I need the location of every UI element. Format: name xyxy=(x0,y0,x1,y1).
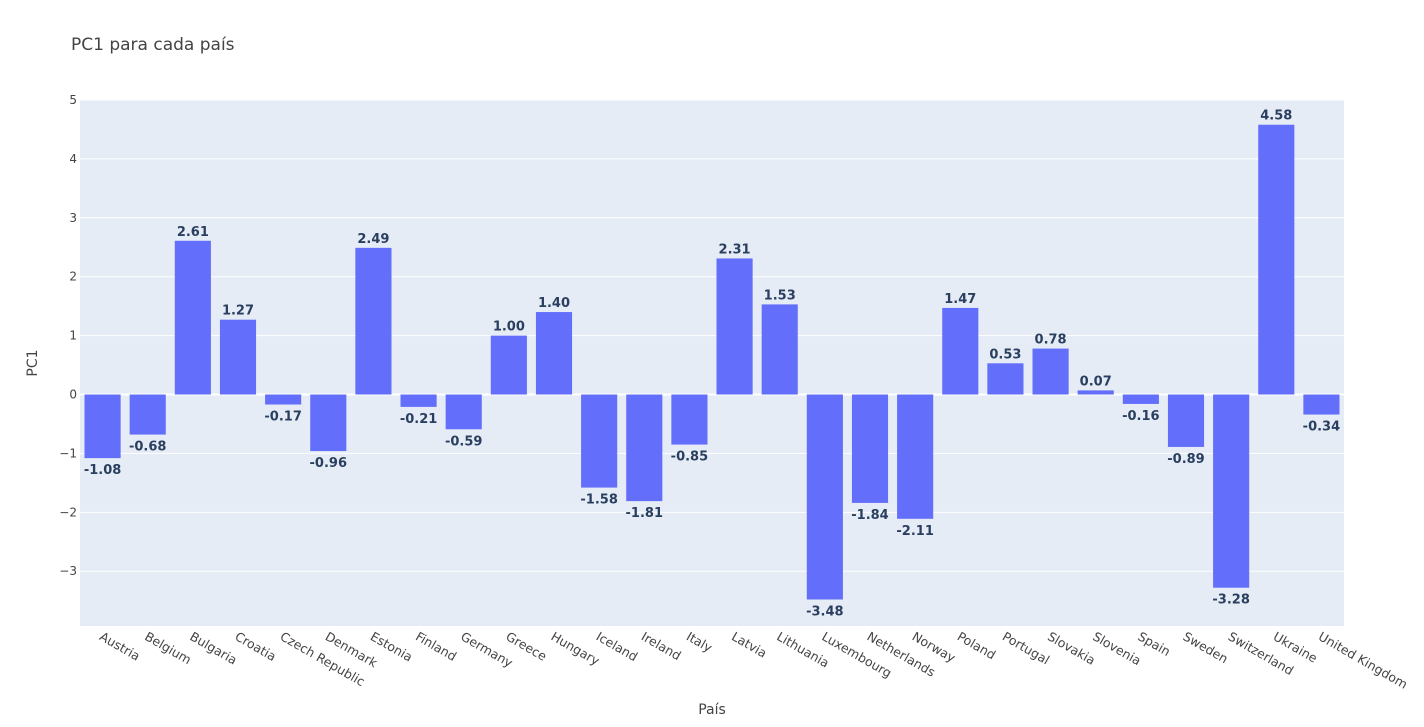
data-label: 1.53 xyxy=(764,288,796,303)
x-tick-label: Slovenia xyxy=(1090,629,1144,669)
data-label: 0.53 xyxy=(989,347,1021,362)
x-tick-label: Latvia xyxy=(729,629,769,661)
chart-title: PC1 para cada país xyxy=(71,35,235,55)
data-label: -0.59 xyxy=(445,434,482,449)
x-tick-label: Ireland xyxy=(639,629,684,664)
bar[interactable] xyxy=(84,394,121,459)
bar[interactable] xyxy=(535,312,573,395)
bar[interactable] xyxy=(897,394,934,519)
bar[interactable] xyxy=(310,394,347,452)
bar[interactable] xyxy=(761,304,798,395)
data-label: 0.78 xyxy=(1035,333,1067,348)
x-tick-label: Portugal xyxy=(1000,629,1052,668)
data-label: 1.47 xyxy=(944,292,976,307)
x-tick-label: Poland xyxy=(955,629,999,663)
bar[interactable] xyxy=(265,394,302,405)
x-tick-label: Italy xyxy=(684,629,716,656)
data-label: 1.00 xyxy=(493,320,525,335)
data-label: -0.89 xyxy=(1167,452,1204,467)
bar[interactable] xyxy=(626,394,663,502)
x-tick-label: Bulgaria xyxy=(187,629,239,668)
bar[interactable] xyxy=(1077,390,1114,395)
x-tick-label: Austria xyxy=(97,629,143,664)
x-tick-label: Finland xyxy=(413,629,459,664)
bar[interactable] xyxy=(445,394,482,430)
bars xyxy=(84,124,1340,600)
x-tick-label: Sweden xyxy=(1181,629,1231,667)
bar[interactable] xyxy=(671,394,708,445)
data-labels: -1.08 -0.68 2.61 1.27 -0.17 -0.96 2.49 -0.21 -0.… xyxy=(84,109,1340,620)
data-label: 4.58 xyxy=(1260,109,1292,124)
y-axis-label: PC1 xyxy=(25,349,41,376)
data-label: -2.11 xyxy=(896,524,933,539)
data-label: -0.85 xyxy=(671,450,708,465)
data-label: 2.61 xyxy=(177,225,209,240)
bar[interactable] xyxy=(806,394,843,600)
y-tick-label: 4 xyxy=(69,152,77,166)
y-tick-label: 0 xyxy=(69,388,77,402)
data-label: -0.16 xyxy=(1122,409,1159,424)
bar[interactable] xyxy=(987,363,1024,395)
data-label: -1.84 xyxy=(851,508,888,523)
x-tick-label: Slovakia xyxy=(1045,629,1098,668)
data-label: 1.27 xyxy=(222,304,254,319)
x-tick-label: United Kingdom xyxy=(1316,629,1410,692)
data-label: -0.21 xyxy=(400,412,437,427)
data-label: 2.49 xyxy=(357,232,389,247)
y-axis-ticks: 5 4 3 2 1 0 −1 −2 −3 xyxy=(59,93,77,578)
bar[interactable] xyxy=(1167,394,1205,447)
y-tick-label: 2 xyxy=(69,270,77,284)
x-tick-label: Belgium xyxy=(142,629,194,668)
data-label: -1.81 xyxy=(626,506,663,521)
data-label: 0.07 xyxy=(1080,374,1112,389)
y-tick-label: 1 xyxy=(69,329,77,343)
data-label: -1.58 xyxy=(580,493,617,508)
data-label: -0.34 xyxy=(1303,420,1340,435)
data-label: -0.17 xyxy=(264,410,301,425)
y-tick-label: −2 xyxy=(59,505,77,519)
data-label: -0.96 xyxy=(310,456,347,471)
bar[interactable] xyxy=(174,240,211,395)
bar[interactable] xyxy=(1303,394,1340,415)
y-tick-label: −1 xyxy=(59,446,77,460)
bar[interactable] xyxy=(490,335,527,395)
data-label: -1.08 xyxy=(84,463,121,478)
data-label: 2.31 xyxy=(719,242,751,257)
x-tick-label: Iceland xyxy=(594,629,641,665)
bar[interactable] xyxy=(1122,394,1159,404)
bar[interactable] xyxy=(400,394,437,407)
data-label: -0.68 xyxy=(129,440,166,455)
bar[interactable] xyxy=(1258,124,1295,395)
data-label: -3.48 xyxy=(806,604,843,619)
y-tick-label: 3 xyxy=(69,211,77,225)
x-tick-label: Croatia xyxy=(233,629,279,664)
bar[interactable] xyxy=(219,319,257,395)
bar[interactable] xyxy=(851,394,889,503)
bar[interactable] xyxy=(716,258,753,395)
data-label: -3.28 xyxy=(1212,593,1249,608)
bar[interactable] xyxy=(581,394,618,488)
x-tick-label: Hungary xyxy=(549,629,603,669)
bar[interactable] xyxy=(942,307,979,395)
bar[interactable] xyxy=(129,394,166,435)
y-tick-label: 5 xyxy=(69,93,77,107)
y-tick-label: −3 xyxy=(59,564,77,578)
bar[interactable] xyxy=(1032,348,1069,395)
bar[interactable] xyxy=(355,247,392,395)
x-axis-label: País xyxy=(698,702,726,718)
data-label: 1.40 xyxy=(538,296,570,311)
bar[interactable] xyxy=(1213,394,1250,588)
plot-area xyxy=(80,100,1344,626)
